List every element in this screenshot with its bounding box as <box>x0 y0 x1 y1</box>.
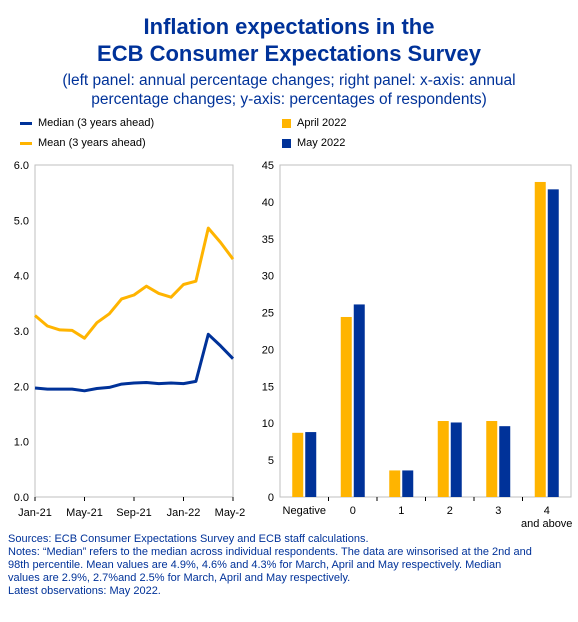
y-tick-label: 15 <box>262 381 274 393</box>
y-tick-label: 45 <box>262 160 274 172</box>
right-panel-bar-chart: 0 5 10 15 20 25 30 35 40 45 Negative 0 1 2 3 4 and above <box>262 160 573 530</box>
y-tick-label: 35 <box>262 234 274 246</box>
category-label: 3 <box>495 505 501 517</box>
legend-may: May 2022 <box>282 137 345 149</box>
bar-may <box>353 304 365 497</box>
y-tick-label: 40 <box>262 197 274 209</box>
y-tick-label: 20 <box>262 344 274 356</box>
left-panel-line-chart: 0.0 1.0 2.0 3.0 4.0 5.0 6.0 Jan-21 May-21 Sep-21 J… <box>14 160 245 519</box>
chart-subtitle-line1: (left panel: annual percentage changes; … <box>62 72 516 89</box>
legend-may-swatch <box>282 138 291 148</box>
y-tick-label: 0 <box>268 492 274 504</box>
bar-april <box>486 421 498 497</box>
legend-may-label: May 2022 <box>297 137 346 149</box>
legend-median-label: Median (3 years ahead) <box>38 117 155 129</box>
bar-may <box>547 189 559 497</box>
category-label: 1 <box>398 505 404 517</box>
y-tick-label: 25 <box>262 308 274 320</box>
bar-may <box>402 470 414 497</box>
bar-april <box>437 421 449 497</box>
series-line-mean <box>34 226 235 340</box>
legend-median-swatch <box>20 121 32 125</box>
category-label: 0 <box>350 505 356 517</box>
y-tick-label: 5.0 <box>14 215 29 227</box>
legend-april: April 2022 <box>282 117 347 129</box>
legend-mean: Mean (3 years ahead) <box>20 137 146 149</box>
notes-sources: Sources: ECB Consumer Expectations Surve… <box>8 533 369 545</box>
y-tick-label: 10 <box>262 418 274 430</box>
chart-title-line2: ECB Consumer Expectations Survey <box>97 41 481 66</box>
chart-title-line1: Inflation expectations in the <box>143 14 435 39</box>
x-tick-label: Jan-22 <box>167 507 201 519</box>
category-label: 2 <box>447 505 453 517</box>
y-tick-label: 1.0 <box>14 437 29 449</box>
y-tick-label: 2.0 <box>14 381 29 393</box>
bar-april <box>389 470 401 497</box>
legend-april-swatch <box>282 118 291 128</box>
notes-line-4: values are 2.9%, 2.7%and 2.5% for March,… <box>8 572 351 584</box>
category-label: Negative <box>283 505 326 517</box>
notes-line-2: Notes: “Median” refers to the median acr… <box>8 546 532 558</box>
x-tick-label: Jan-21 <box>18 507 52 519</box>
notes-latest: Latest observations: May 2022. <box>8 585 161 597</box>
chart-subtitle-line2: percentage changes; y-axis: percentages … <box>91 91 487 108</box>
legend-median: Median (3 years ahead) <box>20 117 154 129</box>
y-tick-label: 6.0 <box>14 160 29 172</box>
y-tick-label: 0.0 <box>14 492 29 504</box>
legend-mean-label: Mean (3 years ahead) <box>38 137 146 149</box>
bar-may <box>499 426 511 497</box>
bar-april <box>534 181 546 498</box>
category-label: 4 and above <box>521 505 572 530</box>
bar-may <box>450 422 462 497</box>
y-tick-label: 5 <box>268 455 274 467</box>
y-tick-label: 4.0 <box>14 271 29 283</box>
x-tick-label: May-22 <box>215 507 245 519</box>
y-tick-label: 3.0 <box>14 326 29 338</box>
y-tick-label: 30 <box>262 271 274 283</box>
notes-line-3: 98th percentile. Mean values are 4.9%, 4… <box>8 559 502 571</box>
notes-block: Sources: ECB Consumer Expectations Surve… <box>8 533 573 598</box>
x-tick-label: Sep-21 <box>116 507 151 519</box>
series-line-median <box>34 332 235 393</box>
plot-frame <box>279 164 572 498</box>
legend-april-label: April 2022 <box>297 117 347 129</box>
bar-may <box>305 432 317 497</box>
bar-april <box>340 316 352 497</box>
x-tick-label: May-21 <box>66 507 103 519</box>
bar-april <box>292 432 304 497</box>
legend-mean-swatch <box>20 141 32 145</box>
